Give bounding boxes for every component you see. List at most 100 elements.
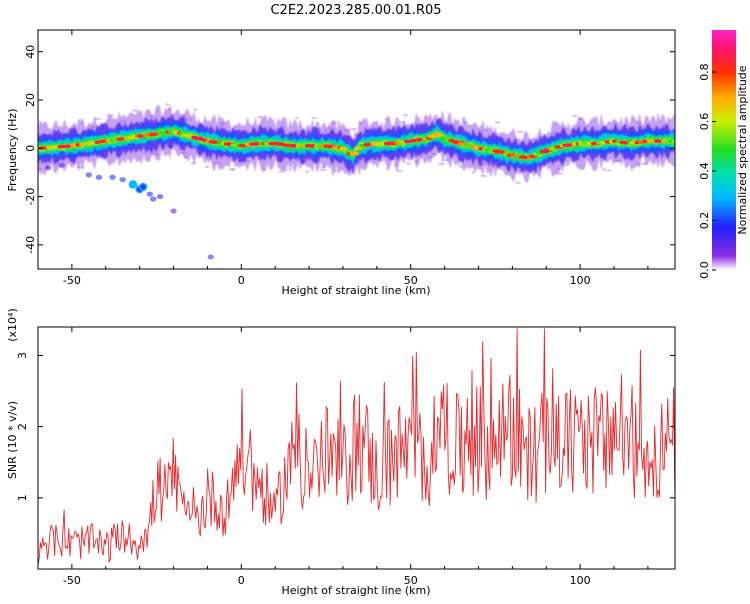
- spectrogram-speckle: [437, 162, 445, 166]
- spectrogram-speckle: [304, 170, 310, 173]
- spectrogram-speckle: [550, 132, 555, 135]
- spectrogram-speckle: [76, 166, 85, 169]
- spectrogram-cell: [438, 133, 443, 138]
- spectrogram-cell: [587, 141, 592, 146]
- spectrogram-speckle: [38, 167, 42, 170]
- spectrogram-cell: [354, 146, 363, 150]
- spectrogram-xlabel: Height of straight line (km): [281, 284, 430, 297]
- spectrogram-speckle: [323, 129, 328, 133]
- spectrogram-speckle: [514, 181, 522, 184]
- spectrogram-speckle: [556, 168, 561, 171]
- spectrogram-speckle: [577, 117, 583, 121]
- spectrogram-speckle: [190, 162, 197, 165]
- spectrogram-frame: [37, 29, 676, 270]
- snr-ytick-label: 3: [16, 352, 29, 359]
- spectrogram-speckle: [119, 120, 127, 123]
- spectrogram-speckle: [334, 169, 339, 172]
- colorbar-tick-label: 0.6: [698, 113, 711, 130]
- spectrogram-speckle: [560, 163, 569, 166]
- spectrogram-speckle: [464, 121, 468, 125]
- spectrogram-speckle: [330, 121, 338, 125]
- colorbar-gradient: [712, 30, 736, 270]
- spectrogram-speckle: [165, 103, 169, 106]
- spectrogram-speckle: [418, 154, 423, 158]
- spectrogram-ytick-label: -20: [24, 188, 37, 206]
- spectrogram-speckle: [311, 116, 317, 120]
- colorbar-tick-label: 0.0: [698, 261, 711, 279]
- spectrogram-speckle: [304, 159, 308, 162]
- spectrogram-speckle: [459, 165, 463, 168]
- spectrogram-speckle: [219, 122, 225, 125]
- spectrogram-speckle: [184, 156, 189, 159]
- spectrogram-speckle: [402, 114, 409, 117]
- spectrogram-ylabel: Frequency (Hz): [6, 109, 19, 192]
- spectrogram-speckle: [148, 114, 156, 118]
- spectrogram-feature: [150, 196, 157, 202]
- spectrogram-feature: [85, 172, 93, 178]
- snr-panel: -50 0 50 100 1 2 3 Height of straight line (km…: [6, 308, 676, 597]
- spectrogram-speckle: [323, 163, 328, 166]
- spectrogram-speckle: [614, 159, 622, 163]
- spectrogram-speckle: [79, 121, 85, 125]
- snr-frame: [37, 326, 676, 570]
- spectrogram-speckle: [180, 151, 187, 155]
- spectrogram-feature: [44, 165, 52, 171]
- spectrogram-cell: [172, 130, 179, 134]
- colorbar: 0.0 0.2 0.4 0.6 0.8 Normalized spectral ampl…: [698, 30, 749, 279]
- spectrogram-speckle: [428, 155, 435, 159]
- spectrogram-cell: [359, 144, 365, 148]
- spectrogram-speckle: [256, 115, 263, 119]
- spectrogram-ytick-label: 20: [24, 93, 37, 107]
- spectrogram-speckle: [278, 170, 284, 173]
- spectrogram-speckle: [635, 121, 642, 124]
- spectrogram-feature: [170, 208, 177, 214]
- spectrogram-cell: [642, 139, 648, 143]
- spectrogram-speckle: [185, 118, 193, 121]
- spectrogram-speckle: [443, 159, 449, 162]
- spectrogram-speckle: [349, 127, 357, 131]
- snr-xlabel: Height of straight line (km): [281, 584, 430, 597]
- spectrogram-cell: [199, 137, 205, 141]
- spectrogram-cell: [671, 139, 675, 143]
- spectrogram-ytick-label: 0: [24, 145, 37, 152]
- spectrogram-speckle: [167, 107, 171, 111]
- spectrogram-speckle: [516, 130, 525, 133]
- spectrogram-speckle: [641, 162, 648, 165]
- snr-ylabel: SNR (10 * v/v): [6, 401, 19, 479]
- snr-ticks: -50 0 50 100 1 2 3: [16, 327, 675, 587]
- spectrogram-speckle: [193, 108, 198, 111]
- spectrogram-feature: [207, 254, 215, 260]
- spectrogram-speckle: [388, 158, 394, 161]
- spectrogram-feature: [128, 180, 138, 189]
- snr-xtick-label: 100: [570, 574, 591, 587]
- spectrogram-speckle: [384, 118, 389, 121]
- spectrogram-speckle: [662, 124, 668, 127]
- spectrogram-speckle: [450, 123, 456, 127]
- spectrogram-speckle: [393, 163, 397, 166]
- spectrogram-speckle: [415, 123, 422, 126]
- spectrogram-cell: [571, 142, 577, 146]
- spectrogram-speckle: [491, 132, 499, 135]
- snr-xtick-label: 50: [404, 574, 418, 587]
- spectrogram-speckle: [319, 165, 327, 169]
- spectrogram-cell: [349, 152, 360, 156]
- colorbar-ticks: 0.0 0.2 0.4 0.6 0.8: [698, 63, 716, 279]
- colorbar-tick-label: 0.2: [698, 212, 711, 230]
- spectrogram-cell: [345, 149, 350, 153]
- spectrogram-speckle: [417, 123, 425, 127]
- spectrogram-speckle: [93, 117, 102, 121]
- spectrogram-speckle: [213, 161, 221, 165]
- snr-multiplier: (x10⁴): [6, 308, 19, 342]
- spectrogram-band-5: [38, 128, 675, 161]
- spectrogram-speckle: [106, 114, 114, 117]
- spectrogram-xtick-label: 50: [404, 274, 418, 287]
- spectrogram-speckle: [395, 169, 403, 172]
- spectrogram-speckle: [294, 117, 299, 120]
- spectrogram-ytick-label: 40: [24, 45, 37, 59]
- spectrogram-speckle: [414, 160, 420, 163]
- spectrogram-feature: [58, 162, 65, 168]
- spectrogram-speckle: [231, 168, 236, 171]
- spectrogram-cell: [79, 142, 86, 146]
- spectrogram-speckle: [482, 128, 489, 132]
- spectrogram-speckle: [78, 119, 83, 122]
